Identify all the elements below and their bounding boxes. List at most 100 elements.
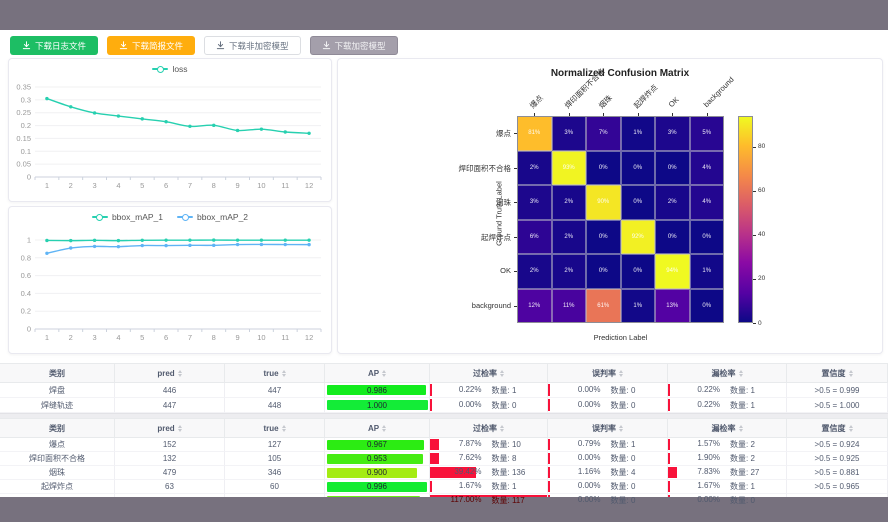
- sort-desc-icon: [382, 428, 387, 432]
- rate-percent: 0.00%: [458, 399, 482, 409]
- rate-content: 1.90% 数量: 2: [668, 453, 786, 464]
- column-header-过检率[interactable]: 过检率: [430, 419, 548, 438]
- rate-percent: 1.90%: [697, 453, 720, 462]
- rate-content: 0.00% 数量: 0: [548, 385, 667, 396]
- colorbar-tick: [753, 323, 756, 324]
- column-header-pred[interactable]: pred: [115, 419, 225, 438]
- button-label: 下载加密模型: [334, 40, 386, 51]
- column-header-置信度[interactable]: 置信度: [787, 364, 888, 383]
- column-header-过检率[interactable]: 过检率: [430, 364, 548, 383]
- sort-icon[interactable]: [177, 424, 182, 432]
- svg-text:0.6: 0.6: [21, 271, 31, 280]
- legend-marker-icon: [177, 213, 193, 221]
- sort-icon[interactable]: [382, 369, 387, 377]
- loss-chart-card: loss 0 0.05 0.1 0.15 0.2 0.25 0.3 0.35 1 2 3 4 5 6 7 8 9…: [8, 58, 332, 202]
- column-header-AP[interactable]: AP: [325, 419, 430, 438]
- sort-icon[interactable]: [281, 424, 286, 432]
- sort-icon[interactable]: [848, 369, 853, 377]
- rate-content: 0.00% 数量: 0: [548, 481, 667, 492]
- sort-icon[interactable]: [500, 369, 504, 377]
- class-name-cell: 焊盘: [0, 383, 115, 398]
- sort-desc-icon: [281, 373, 286, 377]
- matrix-tick: [603, 113, 605, 116]
- rate-count: 数量: 0: [730, 496, 755, 505]
- sort-icon[interactable]: [619, 424, 623, 432]
- matrix-tick: [514, 167, 517, 169]
- matrix-row-label: background: [471, 300, 511, 310]
- matrix-cell: 11%: [551, 288, 586, 323]
- rate-content: 0.22% 数量: 1: [668, 400, 786, 411]
- ap-bar: [326, 385, 427, 395]
- matrix-tick: [514, 202, 517, 204]
- rate-percent: 0.22%: [697, 399, 720, 409]
- download-report-button[interactable]: 下载简报文件: [107, 36, 196, 55]
- sort-icon[interactable]: [382, 424, 387, 432]
- column-header-true[interactable]: true: [225, 364, 325, 383]
- svg-text:4: 4: [116, 333, 120, 342]
- download-plain-model-button[interactable]: 下载非加密模型: [204, 36, 301, 55]
- bottom-band: [0, 497, 888, 522]
- legend-item-bbox_mAP_2[interactable]: bbox_mAP_2: [177, 212, 248, 222]
- matrix-tick: [637, 113, 639, 116]
- sort-icon[interactable]: [738, 369, 743, 377]
- rate-count: 数量: 2: [730, 440, 755, 449]
- matrix-tick: [672, 113, 674, 116]
- matrix-cell: 0%: [586, 254, 621, 289]
- svg-text:12: 12: [305, 181, 313, 190]
- legend-marker-icon: [91, 213, 108, 221]
- column-header-漏检率[interactable]: 漏检率: [668, 419, 787, 438]
- matrix-cell: 2%: [517, 150, 552, 185]
- sort-icon[interactable]: [500, 424, 504, 432]
- sort-icon[interactable]: [177, 369, 182, 377]
- rate-content: 7.83% 数量: 27: [668, 467, 786, 478]
- rate-content: 0.00% 数量: 0: [668, 495, 786, 506]
- download-encrypted-model-button[interactable]: 下载加密模型: [309, 36, 398, 55]
- download-icon: [216, 41, 225, 50]
- rate-count: 数量: 0: [491, 400, 517, 410]
- rate-bar: [668, 439, 670, 450]
- rate-bar: [668, 481, 670, 492]
- rate-content: 1.16% 数量: 4: [548, 467, 667, 478]
- column-header-置信度[interactable]: 置信度: [787, 419, 888, 438]
- sort-asc-icon: [848, 369, 853, 373]
- sort-icon[interactable]: [281, 369, 286, 377]
- matrix-column-label: 烟珠: [597, 93, 615, 111]
- column-header-true[interactable]: true: [225, 419, 325, 438]
- sort-icon[interactable]: [619, 369, 623, 377]
- column-header-label: 置信度: [821, 423, 846, 433]
- column-header-label: 误判率: [592, 368, 616, 378]
- column-header-label: 类别: [49, 368, 65, 378]
- matrix-row-label: 烟珠: [496, 198, 511, 208]
- confidence-cell: >0.5 = 0.999: [787, 383, 888, 398]
- svg-text:7: 7: [188, 181, 192, 190]
- sort-asc-icon: [382, 369, 387, 373]
- column-header-pred[interactable]: pred: [115, 364, 225, 383]
- sort-icon[interactable]: [738, 424, 743, 432]
- sort-asc-icon: [281, 369, 286, 373]
- ap-bar: [326, 439, 425, 450]
- rate-bar: [430, 439, 440, 450]
- column-header-AP[interactable]: AP: [325, 364, 430, 383]
- download-log-button[interactable]: 下载日志文件: [10, 36, 99, 55]
- colorbar-tick-label: 20: [758, 275, 766, 283]
- sort-icon[interactable]: [848, 424, 853, 432]
- column-header-类别: 类别: [0, 364, 115, 383]
- column-header-漏检率[interactable]: 漏检率: [668, 364, 787, 383]
- rate-percent: 0.00%: [697, 495, 720, 504]
- matrix-tick: [514, 305, 517, 307]
- pred-count-cell: 479: [115, 466, 225, 480]
- rate-count: 数量: 27: [730, 468, 760, 477]
- svg-text:8: 8: [212, 181, 216, 190]
- rate-percent: 0.22%: [697, 384, 720, 394]
- rate-count: 数量: 0: [610, 385, 636, 395]
- svg-text:0.15: 0.15: [16, 134, 31, 143]
- legend-item-bbox_mAP_1[interactable]: bbox_mAP_1: [91, 212, 163, 222]
- sort-desc-icon: [848, 428, 853, 432]
- svg-text:0.4: 0.4: [21, 289, 31, 298]
- matrix-tick: [534, 113, 536, 116]
- miss-rate-cell: 7.83% 数量: 27: [668, 466, 787, 480]
- column-header-误判率[interactable]: 误判率: [548, 419, 668, 438]
- class-name-cell: 焊缝轨迹: [0, 398, 115, 413]
- column-header-误判率[interactable]: 误判率: [548, 364, 668, 383]
- legend-item-loss[interactable]: loss: [152, 64, 188, 74]
